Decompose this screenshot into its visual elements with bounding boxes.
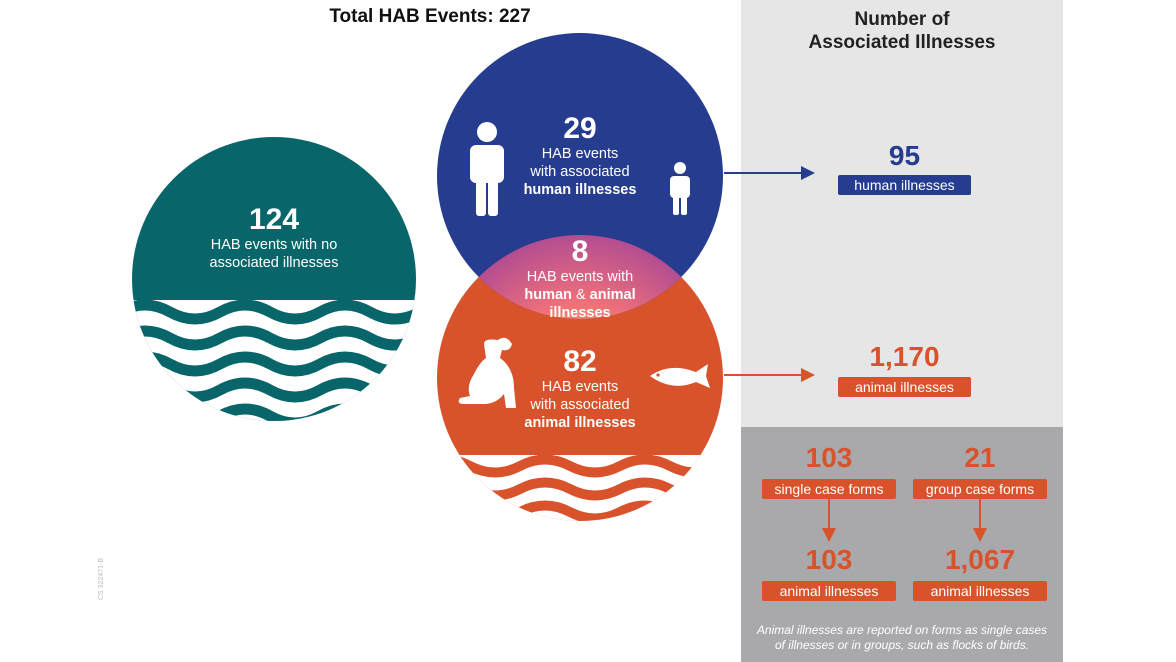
human-illness-tag: human illnesses <box>838 175 971 195</box>
illness-panel-top <box>741 0 1063 427</box>
animal-illness-label: 82 HAB events with associated animal ill… <box>500 346 660 432</box>
no-illness-circle <box>132 137 416 421</box>
right-title-line1: Number of <box>854 9 950 30</box>
adult-person-icon <box>470 122 504 216</box>
overlap-number: 8 <box>571 235 589 268</box>
overlap-human: human <box>524 287 572 303</box>
animal-line3: animal illnesses <box>524 415 636 431</box>
overlap-line1: HAB events with <box>526 269 634 285</box>
document-code: CS 322471-B <box>98 557 105 600</box>
fish-icon <box>650 364 710 388</box>
footnote: Animal illnesses are reported on forms a… <box>745 623 1059 653</box>
footnote-line2: of illnesses or in groups, such as flock… <box>774 638 1030 652</box>
associated-illnesses-title: Number of Associated Illnesses <box>760 8 1044 54</box>
overlap-label: 8 HAB events with human & animal illness… <box>500 236 660 322</box>
no-illness-number: 124 <box>248 203 300 236</box>
human-line3: human illnesses <box>523 182 637 198</box>
overlap-amp: & <box>575 287 586 303</box>
animal-line2: with associated <box>530 397 630 413</box>
group-result-count: 1,067 <box>944 544 1016 575</box>
footnote-line1: Animal illnesses are reported on forms a… <box>756 623 1048 637</box>
human-number: 29 <box>563 112 597 145</box>
human-line1: HAB events <box>541 146 619 162</box>
overlap-animal: animal <box>589 287 636 303</box>
human-line2: with associated <box>530 164 630 180</box>
overlap-line3: illnesses <box>549 305 611 321</box>
animal-illness-count: 1,170 <box>869 341 940 372</box>
no-illness-line2: associated illnesses <box>209 255 339 271</box>
no-illness-line1: HAB events with no <box>210 237 338 253</box>
group-forms-count: 21 <box>964 442 996 473</box>
human-illness-label: 29 HAB events with associated human illn… <box>500 113 660 199</box>
total-events-title: Total HAB Events: 227 <box>329 6 531 27</box>
arrow-icon <box>724 166 987 542</box>
dog-icon <box>458 337 516 408</box>
animal-illness-tag: animal illnesses <box>838 377 971 397</box>
single-forms-count: 103 <box>805 442 853 473</box>
animal-line1: HAB events <box>541 379 619 395</box>
illness-panel-bottom <box>741 427 1063 662</box>
single-forms-tag: single case forms <box>762 479 896 499</box>
single-result-count: 103 <box>805 544 853 575</box>
group-result-tag: animal illnesses <box>913 581 1047 601</box>
group-forms-tag: group case forms <box>913 479 1047 499</box>
right-title-line2: Associated Illnesses <box>808 32 996 53</box>
human-illness-circle <box>437 33 723 319</box>
child-person-icon <box>670 162 690 215</box>
animal-number: 82 <box>563 345 597 378</box>
human-illness-count: 95 <box>888 140 921 171</box>
single-result-tag: animal illnesses <box>762 581 896 601</box>
no-illness-label: 124 HAB events with no associated illnes… <box>174 204 374 272</box>
